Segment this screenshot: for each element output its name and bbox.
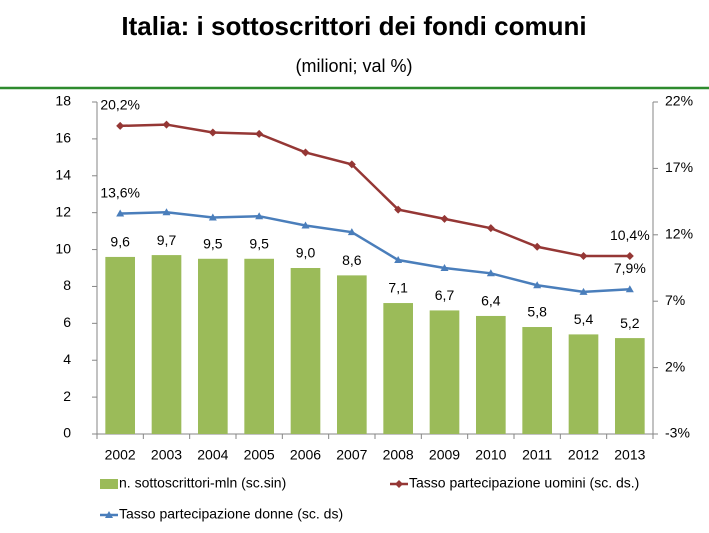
line: [120, 123, 630, 258]
y-tick-label: 8: [63, 277, 71, 293]
line-label: 13,6%: [100, 184, 140, 200]
line: [120, 210, 630, 294]
bar-label: 5,2: [620, 315, 640, 331]
line-marker: [255, 129, 264, 138]
bar: [568, 334, 599, 434]
line-marker: [625, 285, 634, 293]
y-tick-label: 10: [55, 240, 71, 256]
line-marker: [440, 264, 449, 271]
x-tick-label: 2008: [383, 447, 414, 463]
bar: [429, 310, 460, 434]
x-tick-label: 2012: [568, 447, 599, 463]
x-tick-label: 2013: [614, 447, 645, 463]
y-tick-label: 4: [63, 351, 71, 367]
bar: [244, 258, 274, 434]
y-tick-label: 16: [55, 130, 71, 146]
line-marker: [347, 160, 356, 169]
y2-tick-label: 12%: [665, 226, 693, 242]
bar: [290, 268, 321, 434]
y2-tick-label: 7%: [665, 292, 685, 308]
legend-marker: [105, 511, 113, 518]
x-tick-label: 2003: [151, 447, 182, 463]
bar-label: 5,4: [574, 311, 594, 327]
bar-label: 9,6: [110, 234, 130, 250]
legend-marker: [395, 480, 403, 488]
y2-tick-label: 17%: [665, 159, 693, 175]
x-tick-label: 2002: [105, 447, 136, 463]
x-tick-label: 2005: [244, 447, 275, 463]
legend-label: n. sottoscrittori-mln (sc.sin): [119, 475, 286, 491]
line-marker: [394, 256, 403, 264]
line-marker: [208, 213, 217, 221]
legend-swatch: [100, 479, 118, 489]
chart-subtitle: (milioni; val %): [295, 56, 412, 76]
bar-label: 9,7: [157, 232, 177, 248]
legend-label: Tasso partecipazione uomini (sc. ds.): [409, 475, 639, 491]
line-label: 20,2%: [100, 97, 140, 113]
line-marker: [208, 128, 217, 137]
line-marker: [301, 221, 310, 229]
x-tick-label: 2006: [290, 447, 321, 463]
line-marker: [255, 212, 264, 220]
line-marker: [440, 214, 449, 223]
y2-tick-label: -3%: [665, 425, 690, 441]
line-marker: [116, 121, 125, 130]
x-tick-label: 2004: [197, 447, 228, 463]
chart-title: Italia: i sottoscrittori dei fondi comun…: [121, 11, 586, 41]
line-marker: [394, 205, 403, 214]
line-marker: [162, 120, 171, 129]
x-tick-label: 2009: [429, 447, 460, 463]
y2-tick-label: 2%: [665, 358, 685, 374]
bar: [151, 255, 182, 434]
x-tick-label: 2011: [522, 447, 552, 463]
bar: [337, 275, 367, 434]
bar-label: 9,5: [249, 235, 269, 251]
line-marker: [347, 228, 356, 236]
bar: [105, 256, 135, 434]
bar: [522, 327, 552, 434]
legend-label: Tasso partecipazione donne (sc. ds): [119, 506, 343, 522]
line-marker: [625, 252, 634, 261]
y-tick-label: 12: [55, 203, 71, 219]
x-tick-label: 2007: [336, 447, 367, 463]
y-tick-label: 2: [63, 388, 71, 404]
line-label: 10,4%: [610, 227, 650, 243]
bar: [476, 315, 506, 434]
bar-label: 6,4: [481, 293, 501, 309]
bar-label: 9,5: [203, 235, 223, 251]
y-tick-label: 14: [55, 166, 71, 182]
line-marker: [301, 148, 310, 157]
bar: [615, 338, 645, 434]
line-marker: [116, 209, 125, 217]
bar-label: 6,7: [435, 287, 455, 303]
line-label: 7,9%: [614, 260, 646, 276]
y-tick-label: 6: [63, 314, 71, 330]
bar: [198, 258, 228, 434]
y-tick-label: 18: [55, 93, 71, 109]
line-marker: [486, 224, 495, 233]
y2-tick-label: 22%: [665, 93, 693, 109]
line-marker: [486, 269, 495, 277]
bar-label: 7,1: [388, 280, 408, 296]
line-marker: [579, 287, 588, 295]
bar-label: 9,0: [296, 245, 316, 261]
line-marker: [533, 242, 542, 251]
line-marker: [579, 252, 588, 261]
line-marker: [533, 281, 542, 289]
line-marker: [162, 208, 171, 216]
bar-label: 5,8: [527, 304, 547, 320]
bar-label: 8,6: [342, 252, 362, 268]
x-tick-label: 2010: [475, 447, 506, 463]
bar: [383, 303, 413, 434]
y-tick-label: 0: [63, 425, 71, 441]
